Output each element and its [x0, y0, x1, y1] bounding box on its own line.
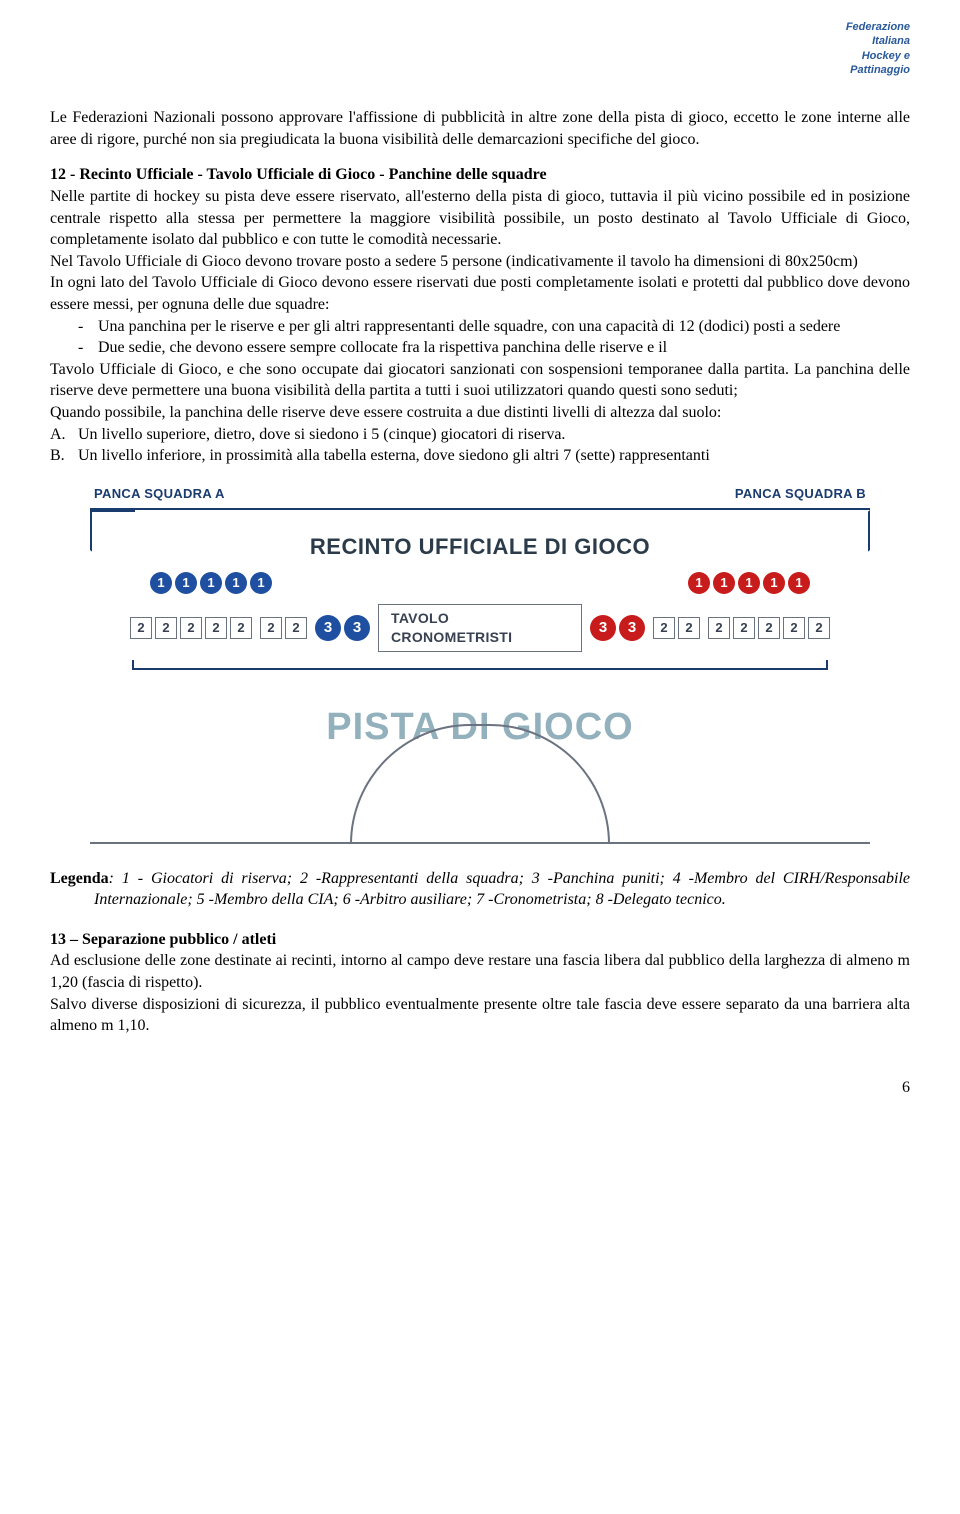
diagram-row-reps: 2 2 2 2 2 2 2 3 3 TAVOLO CRONOMETRISTI 3… [90, 604, 870, 652]
dash-list: Una panchina per le riserve e per gli al… [50, 316, 910, 359]
document-header: Federazione Italiana Hockey e Pattinaggi… [50, 20, 910, 77]
list-marker: B. [50, 445, 78, 467]
page-number: 6 [50, 1077, 910, 1099]
diagram-label-panca-b: PANCA SQUADRA B [735, 485, 866, 503]
marker-1-red: 1 [713, 572, 735, 594]
legenda-label: Legenda [50, 870, 109, 887]
header-line: Pattinaggio [850, 64, 910, 76]
diagram-pista-baseline [90, 842, 870, 844]
diagram-pista: PISTA DI GIOCO [90, 684, 870, 844]
paragraph-intro: Le Federazioni Nazionali possono approva… [50, 107, 910, 150]
alpha-list: A.Un livello superiore, dietro, dove si … [50, 424, 910, 467]
list-marker: A. [50, 424, 78, 446]
marker-1-blue: 1 [150, 572, 172, 594]
marker-1-red: 1 [688, 572, 710, 594]
marker-2-sq: 2 [783, 617, 805, 639]
marker-2-sq: 2 [758, 617, 780, 639]
marker-1-blue: 1 [225, 572, 247, 594]
list-item: Un livello inferiore, in prossimità alla… [78, 445, 910, 467]
section-12-p2: Nel Tavolo Ufficiale di Gioco devono tro… [50, 253, 858, 270]
section-12-p4: Tavolo Ufficiale di Gioco, e che sono oc… [50, 361, 910, 400]
diagram-recinto: PANCA SQUADRA A PANCA SQUADRA B RECINTO … [50, 485, 910, 844]
list-item: Un livello superiore, dietro, dove si si… [78, 424, 910, 446]
diagram-floor-line [132, 660, 828, 670]
marker-3-blue: 3 [344, 615, 370, 641]
section-12-p5: Quando possibile, la panchina delle rise… [50, 404, 721, 421]
diagram-label-panca-a: PANCA SQUADRA A [94, 485, 225, 503]
marker-1-red: 1 [788, 572, 810, 594]
marker-2-sq: 2 [130, 617, 152, 639]
diagram-row-players: 1 1 1 1 1 1 1 1 1 1 [90, 572, 870, 594]
marker-2-sq: 2 [230, 617, 252, 639]
marker-2-sq: 2 [808, 617, 830, 639]
marker-1-red: 1 [738, 572, 760, 594]
section-12-p1: Nelle partite di hockey su pista deve es… [50, 188, 910, 248]
header-line: Italiana [872, 35, 910, 47]
marker-2-sq: 2 [653, 617, 675, 639]
marker-1-blue: 1 [175, 572, 197, 594]
marker-2-sq: 2 [260, 617, 282, 639]
marker-3-blue: 3 [315, 615, 341, 641]
marker-3-red: 3 [590, 615, 616, 641]
marker-2-sq: 2 [708, 617, 730, 639]
section-12-title: 12 - Recinto Ufficiale - Tavolo Ufficial… [50, 166, 547, 183]
header-line: Federazione [846, 21, 910, 33]
list-item: Due sedie, che devono essere sempre coll… [78, 337, 910, 359]
marker-2-sq: 2 [285, 617, 307, 639]
marker-1-blue: 1 [200, 572, 222, 594]
marker-2-sq: 2 [678, 617, 700, 639]
section-13-p1: Ad esclusione delle zone destinate ai re… [50, 952, 910, 991]
diagram-tavolo-label: TAVOLO CRONOMETRISTI [378, 604, 582, 652]
section-12-p3: In ogni lato del Tavolo Ufficiale di Gio… [50, 274, 910, 313]
marker-2-sq: 2 [155, 617, 177, 639]
marker-2-sq: 2 [733, 617, 755, 639]
section-13: 13 – Separazione pubblico / atleti Ad es… [50, 929, 910, 1037]
marker-2-sq: 2 [205, 617, 227, 639]
legenda-body: : 1 - Giocatori di riserva; 2 -Rappresen… [94, 870, 910, 909]
legenda: Legenda: 1 - Giocatori di riserva; 2 -Ra… [50, 868, 910, 911]
section-13-p2: Salvo diverse disposizioni di sicurezza,… [50, 996, 910, 1035]
marker-1-blue: 1 [250, 572, 272, 594]
list-item: Una panchina per le riserve e per gli al… [78, 316, 910, 338]
marker-2-sq: 2 [180, 617, 202, 639]
marker-1-red: 1 [763, 572, 785, 594]
marker-3-red: 3 [619, 615, 645, 641]
section-12: 12 - Recinto Ufficiale - Tavolo Ufficial… [50, 164, 910, 466]
section-13-title: 13 – Separazione pubblico / atleti [50, 931, 276, 948]
diagram-roof [90, 508, 870, 548]
header-line: Hockey e [862, 50, 910, 62]
